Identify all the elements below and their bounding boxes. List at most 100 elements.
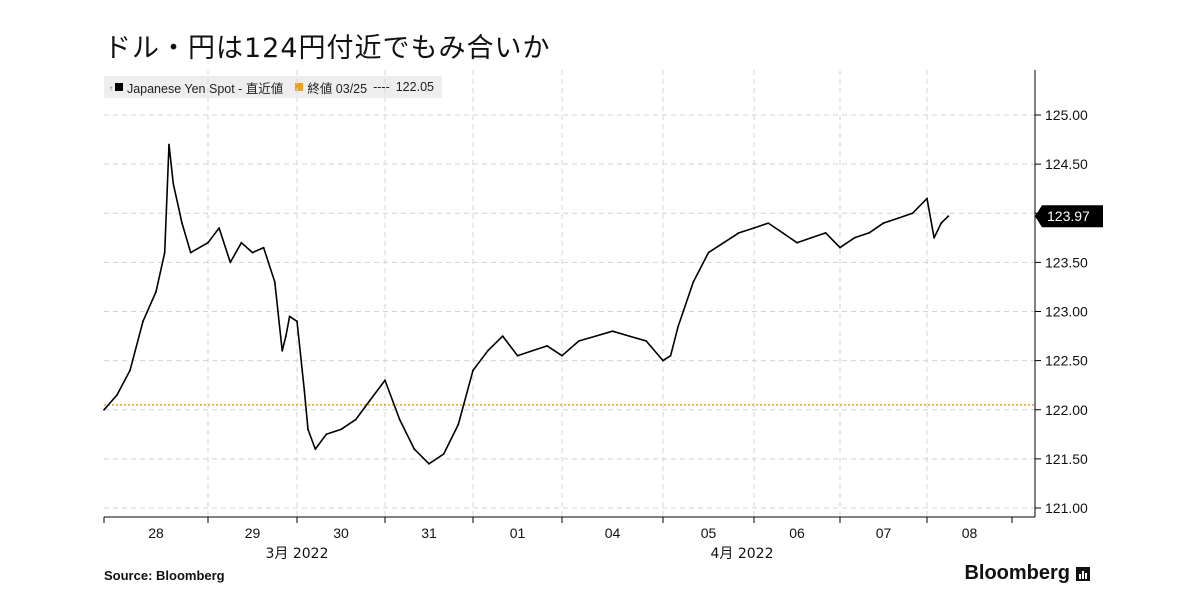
data-point bbox=[767, 222, 770, 225]
data-point bbox=[810, 236, 813, 239]
data-point bbox=[168, 143, 170, 146]
data-point bbox=[628, 335, 631, 337]
data-point bbox=[281, 349, 284, 352]
data-point bbox=[251, 251, 254, 254]
y-tick-label: 125.00 bbox=[1045, 107, 1088, 123]
legend-series-label: Japanese Yen Spot - 直近値 bbox=[126, 81, 284, 96]
data-point bbox=[796, 241, 798, 244]
source-note: Source: Bloomberg bbox=[104, 568, 225, 583]
legend-reference-entry: 終値 03/25 ---- 122.05 bbox=[293, 78, 434, 97]
data-point bbox=[472, 369, 474, 372]
data-point bbox=[129, 369, 131, 372]
data-point bbox=[839, 246, 841, 249]
data-point bbox=[947, 215, 950, 218]
data-point bbox=[781, 232, 784, 234]
x-month-label: 4月 2022 bbox=[711, 546, 774, 562]
x-tick-label: 06 bbox=[789, 525, 805, 541]
data-point bbox=[882, 222, 885, 225]
data-point bbox=[662, 359, 664, 362]
x-tick-label: 08 bbox=[962, 525, 978, 541]
reference-swatch-icon bbox=[295, 83, 304, 91]
data-point bbox=[307, 428, 309, 431]
data-point bbox=[229, 261, 232, 264]
data-point bbox=[303, 389, 306, 391]
x-tick-label: 07 bbox=[876, 525, 892, 541]
data-point bbox=[296, 320, 298, 323]
data-point bbox=[926, 197, 928, 200]
data-point bbox=[824, 232, 827, 234]
legend-reference-label: 終値 03/25 bbox=[307, 81, 368, 96]
series-line bbox=[103, 143, 949, 465]
data-point bbox=[868, 232, 870, 234]
data-point bbox=[262, 246, 265, 249]
y-tick-label: 122.50 bbox=[1045, 353, 1088, 369]
brand-logo: Bloomberg bbox=[964, 562, 1090, 585]
data-point bbox=[486, 349, 489, 352]
data-point bbox=[103, 408, 105, 411]
data-point bbox=[207, 241, 209, 244]
axis-labels: 125.00124.50124.00123.50123.00122.50122.… bbox=[148, 107, 1103, 562]
data-point bbox=[737, 232, 740, 234]
data-point bbox=[288, 315, 291, 318]
legend-reference-dashes: ---- bbox=[373, 80, 390, 94]
y-tick-label: 124.50 bbox=[1045, 156, 1088, 172]
last-value-label: 123.97 bbox=[1047, 208, 1090, 224]
data-point bbox=[163, 251, 166, 254]
data-point bbox=[594, 335, 597, 337]
data-point bbox=[853, 236, 856, 239]
data-point bbox=[611, 330, 614, 333]
data-point bbox=[692, 281, 695, 283]
data-point bbox=[155, 290, 157, 293]
data-point bbox=[340, 428, 342, 431]
data-point bbox=[384, 379, 386, 382]
data-point bbox=[442, 453, 445, 455]
chart-headline: ドル・円は124円付近でもみ合いか bbox=[104, 33, 551, 64]
x-tick-label: 04 bbox=[605, 525, 621, 541]
data-point bbox=[561, 354, 563, 357]
data-point bbox=[933, 236, 935, 239]
data-point bbox=[516, 354, 519, 357]
chart-legend: ₜ Japanese Yen Spot - 直近値 終値 03/25 ---- … bbox=[104, 76, 442, 98]
brand-name: Bloomberg bbox=[964, 562, 1070, 584]
y-tick-label: 122.00 bbox=[1045, 402, 1088, 418]
x-tick-label: 05 bbox=[701, 525, 717, 541]
legend-series-entry: ₜ Japanese Yen Spot - 直近値 bbox=[110, 78, 283, 97]
x-tick-label: 28 bbox=[148, 525, 164, 541]
data-point bbox=[669, 354, 672, 357]
legend-reference-value: 122.05 bbox=[395, 80, 434, 94]
data-point bbox=[116, 394, 118, 396]
data-point bbox=[218, 227, 221, 229]
data-point bbox=[645, 340, 648, 342]
data-point bbox=[240, 241, 243, 244]
data-point bbox=[413, 448, 416, 450]
data-point bbox=[189, 251, 192, 254]
series-swatch-icon bbox=[114, 83, 123, 91]
data-point bbox=[285, 335, 287, 337]
data-point bbox=[940, 222, 943, 225]
data-point bbox=[753, 227, 755, 229]
data-point bbox=[428, 462, 430, 465]
brand-bars-icon bbox=[1076, 566, 1090, 581]
x-month-label: 3月 2022 bbox=[266, 546, 329, 562]
data-point bbox=[501, 335, 504, 337]
data-point bbox=[354, 418, 357, 421]
x-tick-label: 31 bbox=[421, 525, 437, 541]
x-tick-label: 01 bbox=[510, 525, 526, 541]
data-point bbox=[531, 349, 534, 352]
series-marker-icon: ₜ bbox=[110, 81, 113, 93]
data-point bbox=[314, 448, 317, 450]
y-tick-label: 123.00 bbox=[1045, 304, 1088, 320]
series-layer bbox=[103, 143, 950, 465]
data-point bbox=[707, 251, 710, 254]
y-tick-label: 121.00 bbox=[1045, 500, 1088, 516]
y-tick-label: 121.50 bbox=[1045, 451, 1088, 467]
axes bbox=[103, 70, 1041, 523]
data-point bbox=[273, 281, 276, 283]
data-point bbox=[398, 418, 401, 421]
x-tick-label: 30 bbox=[333, 525, 349, 541]
last-value-box bbox=[1035, 205, 1103, 228]
data-point bbox=[142, 320, 144, 323]
data-point bbox=[369, 399, 372, 401]
grid-lines bbox=[104, 70, 1035, 517]
